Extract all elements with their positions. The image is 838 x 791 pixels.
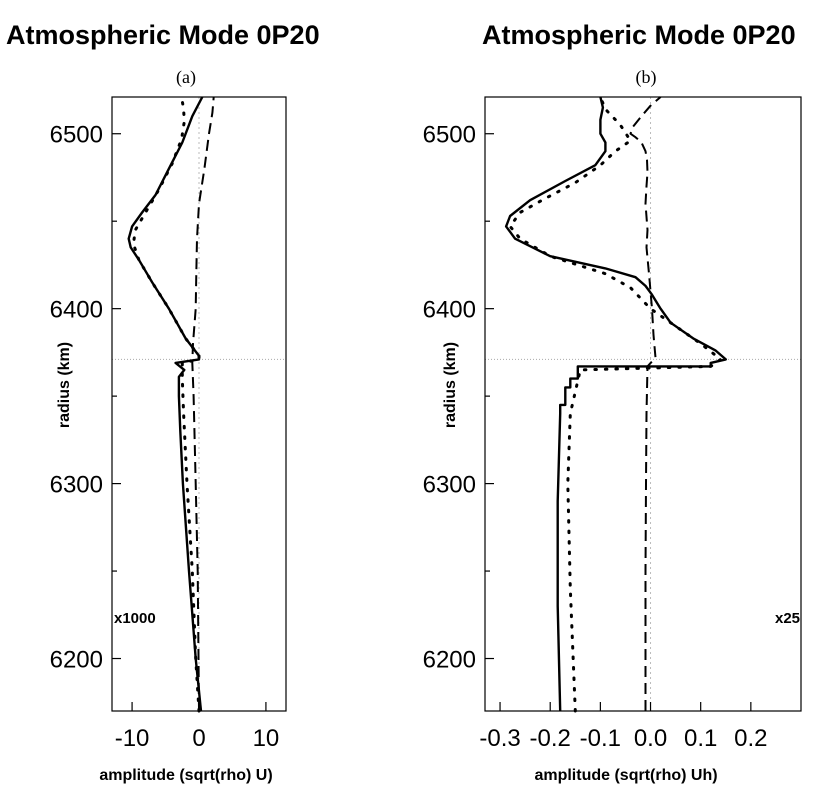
y-tick-label: 6200 xyxy=(423,647,476,674)
y-tick-label: 6500 xyxy=(50,122,103,149)
panel-b: 6200 6300 6400 6500 -0.3 -0.2 -0.1 0.0 0.1 0.2 xyxy=(423,95,802,752)
subtitle-b: (b) xyxy=(636,67,657,88)
title-a: Atmospheric Mode 0P20 xyxy=(6,20,320,50)
x-tick-label: 0 xyxy=(192,725,205,752)
x-tick-label: 10 xyxy=(253,725,280,752)
x-tick-label: -0.3 xyxy=(479,725,520,752)
y-tick-label: 6400 xyxy=(50,297,103,324)
y-axis-label-b: radius (km) xyxy=(442,342,459,428)
y-tick-label: 6400 xyxy=(423,297,476,324)
series-dotted-line xyxy=(131,95,201,713)
y-tick-label: 6500 xyxy=(423,122,476,149)
panel-a: 6200 6300 6400 6500 -10 0 10 xyxy=(50,95,287,752)
x-tick-label: -0.1 xyxy=(580,725,621,752)
x-tick-label: 0.1 xyxy=(684,725,717,752)
series-dashed-line xyxy=(191,96,215,712)
y-tick-label: 6200 xyxy=(50,647,103,674)
x-tick-label: -0.2 xyxy=(530,725,571,752)
annotation-b: x25 xyxy=(775,610,800,627)
series-dotted-line xyxy=(508,95,723,713)
annotation-a: x1000 xyxy=(114,610,156,627)
plot-frame xyxy=(484,96,802,712)
x-tick-label: 0.2 xyxy=(734,725,767,752)
y-axis-label-a: radius (km) xyxy=(56,342,73,428)
x-tick-label: -10 xyxy=(115,725,150,752)
x-tick-label: 0.0 xyxy=(634,725,667,752)
title-b: Atmospheric Mode 0P20 xyxy=(482,20,796,50)
x-axis-label-b: amplitude (sqrt(rho) Uh) xyxy=(534,767,717,784)
subtitle-a: (a) xyxy=(176,67,196,88)
series-dashed-line xyxy=(629,96,662,711)
y-tick-label: 6300 xyxy=(50,472,103,499)
y-tick-label: 6300 xyxy=(423,472,476,499)
x-axis-label-a: amplitude (sqrt(rho) U) xyxy=(99,767,272,784)
series-solid-line xyxy=(504,96,727,712)
